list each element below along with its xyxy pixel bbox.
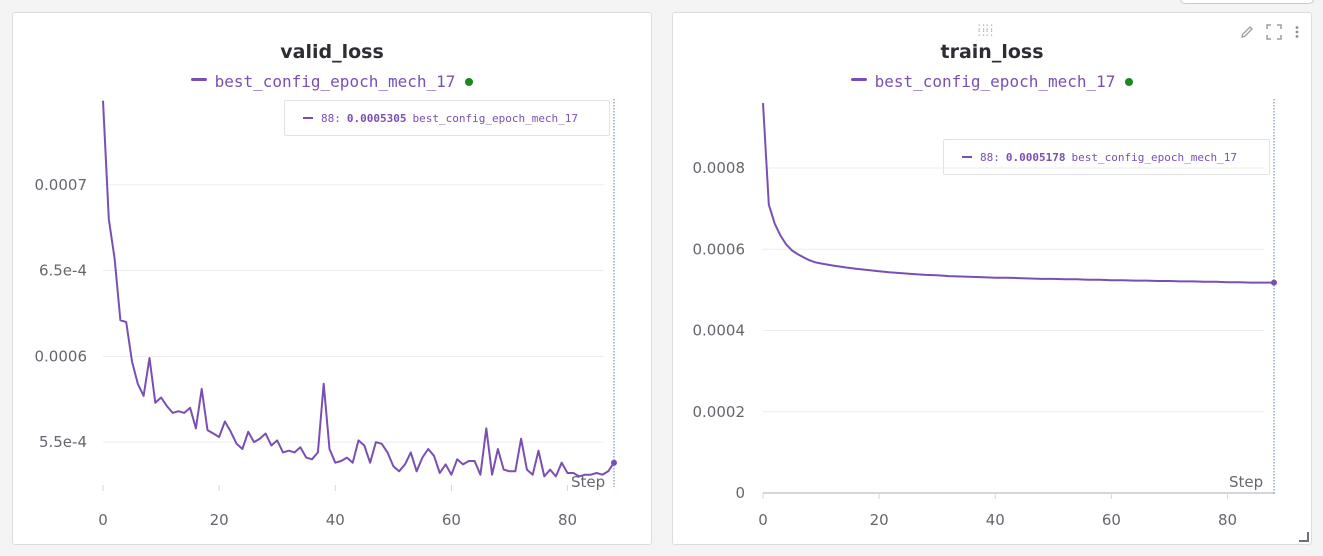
- x-tick-label: 80: [558, 511, 577, 529]
- chart-title: valid_loss: [280, 41, 384, 63]
- tooltip-swatch: [962, 156, 972, 158]
- tooltip-swatch: [303, 117, 313, 119]
- panel-toolbar: [1239, 23, 1301, 41]
- chart-title: train_loss: [940, 41, 1044, 63]
- tooltip-step: 88:: [321, 111, 341, 125]
- y-tick-label: 0.0008: [693, 159, 746, 177]
- y-tick-label: 0.0006: [35, 347, 88, 365]
- x-tick-label: 20: [210, 511, 229, 529]
- legend-label: best_config_epoch_mech_17: [874, 72, 1116, 91]
- tooltip-series: best_config_epoch_mech_17: [1071, 150, 1238, 164]
- status-dot-icon: [1125, 77, 1134, 86]
- y-tick-label: 0.0004: [693, 322, 746, 340]
- more-vertical-icon[interactable]: [1293, 24, 1301, 40]
- x-tick-label: 60: [442, 511, 461, 529]
- y-tick-label: 0.0007: [35, 176, 88, 194]
- tooltip-series: best_config_epoch_mech_17: [412, 111, 579, 125]
- resize-handle-icon[interactable]: [1299, 532, 1309, 542]
- chart-panel-valid-loss: valid_loss best_config_epoch_mech_17 88:…: [12, 12, 652, 545]
- x-tick-label: 40: [326, 511, 345, 529]
- x-tick-label: 0: [758, 511, 768, 529]
- x-tick-label: 0: [98, 511, 108, 529]
- line-chart-valid-loss[interactable]: 0.0007 6.5e-4 0.0006 5.5e-4 0 20 40 60 80 Step: [13, 13, 651, 544]
- x-axis-label: Step: [571, 473, 605, 491]
- fullscreen-icon[interactable]: [1265, 23, 1283, 41]
- series-line: [102, 100, 615, 478]
- hover-tooltip: 88: 0.0005305 best_config_epoch_mech_17: [284, 100, 610, 136]
- drag-handle-icon[interactable]: ∷∷ ∷∷: [978, 22, 994, 40]
- x-tick-label: 80: [1218, 511, 1237, 529]
- y-tick-label: 5.5e-4: [39, 433, 87, 451]
- series-line: [762, 103, 1274, 284]
- tooltip-value: 0.0005178: [1005, 150, 1066, 164]
- hover-tooltip: 88: 0.0005178 best_config_epoch_mech_17: [943, 139, 1270, 175]
- line-chart-train-loss[interactable]: 0.0008 0.0006 0.0004 0.0002 00 20 40 60 80 Step: [673, 13, 1311, 544]
- y-tick-label: 0.0002: [693, 403, 746, 421]
- tooltip-value: 0.0005305: [346, 111, 407, 125]
- x-tick-label: 60: [1102, 511, 1121, 529]
- x-axis-label: Step: [1229, 473, 1263, 491]
- y-tick-label: 0: [735, 484, 745, 502]
- pencil-icon[interactable]: [1239, 24, 1255, 40]
- legend-swatch: [850, 78, 867, 81]
- chart-panel-train-loss: ∷∷ ∷∷ train_loss best_config_epoch_mech_1…: [672, 12, 1312, 545]
- chart-legend[interactable]: best_config_epoch_mech_17: [13, 72, 651, 91]
- y-tick-label: 0.0006: [693, 240, 746, 258]
- hover-point: [611, 459, 617, 466]
- y-tick-label: 6.5e-4: [39, 262, 87, 280]
- legend-swatch: [190, 78, 207, 81]
- tooltip-step: 88:: [980, 150, 1000, 164]
- status-dot-icon: [465, 77, 474, 86]
- chart-legend[interactable]: best_config_epoch_mech_17: [673, 72, 1311, 91]
- legend-label: best_config_epoch_mech_17: [214, 72, 456, 91]
- top-tab-fragment[interactable]: [1180, 0, 1314, 4]
- hover-point: [1271, 279, 1277, 286]
- x-tick-label: 40: [986, 511, 1005, 529]
- x-tick-label: 20: [870, 511, 889, 529]
